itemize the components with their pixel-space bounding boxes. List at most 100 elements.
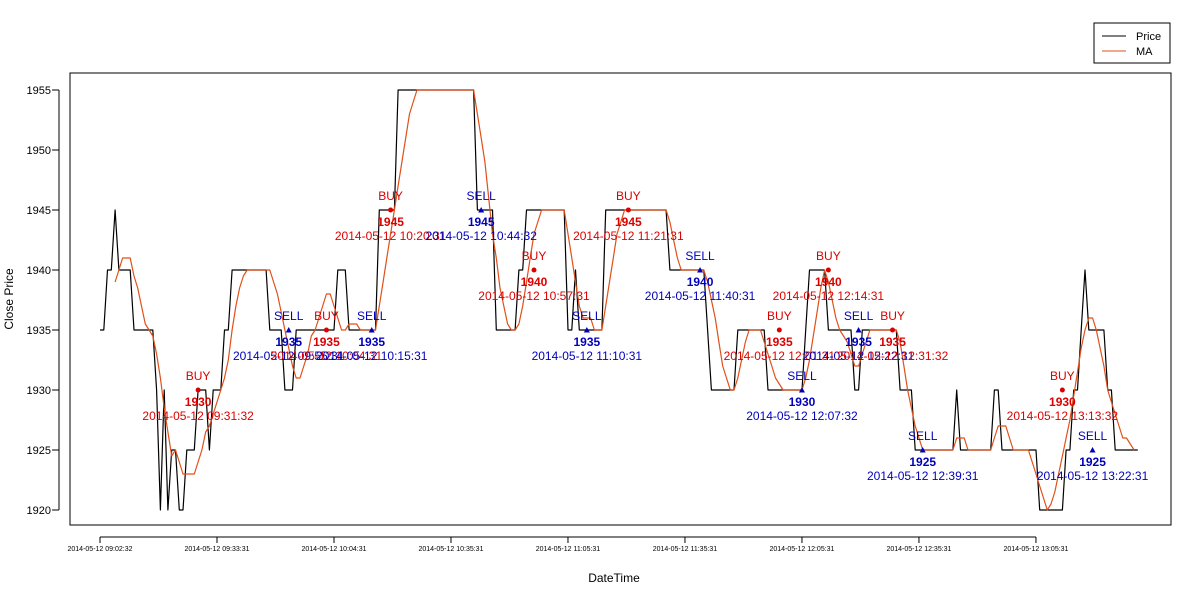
x-tick-label: 2014-05-12 13:05:31 (1003, 546, 1068, 553)
signal-time-label: 2014-05-12 12:01:31 (724, 349, 836, 363)
x-tick-label: 2014-05-12 10:35:31 (418, 546, 483, 553)
series-layer (100, 89, 1138, 511)
legend-box (1093, 22, 1171, 64)
y-tick-label: 1950 (27, 145, 51, 157)
signal-time-label: 2014-05-12 10:44:32 (425, 229, 537, 243)
signal-type-label: BUY (616, 189, 641, 203)
signal-time-label: 2014-05-12 13:13:32 (1007, 409, 1119, 423)
sell-signal-marker (919, 447, 926, 453)
signal-price-label: 1935 (845, 335, 872, 349)
y-axis-ticks: 1920 1925 1930 1935 1940 1945 1950 1955 (27, 85, 59, 517)
signal-time-label: 2014-05-12 12:22:31 (803, 349, 915, 363)
signal-type-label: BUY (522, 249, 547, 263)
buy-signal-marker (625, 207, 631, 213)
x-tick-label: 2014-05-12 12:05:31 (769, 546, 834, 553)
buy-signal-marker (890, 327, 896, 333)
signal-time-label: 2014-05-12 10:15:31 (316, 349, 428, 363)
signal-time-label: 2014-05-12 12:39:31 (867, 469, 979, 483)
sell-signal-marker (798, 387, 805, 393)
signal-type-label: BUY (378, 189, 403, 203)
signal-time-label: 2014-05-12 11:40:31 (645, 289, 756, 303)
sell-signal-marker (855, 327, 862, 333)
ma-series-line (114, 89, 1135, 511)
buy-signal-marker (1059, 387, 1065, 393)
plot-frame (69, 72, 1172, 526)
signal-price-label: 1940 (815, 275, 842, 289)
signal-type-label: SELL (572, 309, 602, 323)
x-tick-label: 2014-05-12 11:05:31 (536, 546, 601, 553)
buy-signal-marker (195, 387, 201, 393)
signal-time-label: 2014-05-12 10:04:31 (271, 349, 383, 363)
y-tick-label: 1920 (27, 505, 51, 517)
buy-signal-marker (388, 207, 394, 213)
x-tick-label: 2014-05-12 09:33:31 (184, 546, 249, 553)
signal-price-label: 1935 (275, 335, 302, 349)
signal-time-label: 2014-05-12 09:55:31 (233, 349, 345, 363)
signal-type-label: SELL (466, 189, 496, 203)
y-tick-label: 1925 (27, 445, 51, 457)
sell-signal-marker (285, 327, 292, 333)
signal-price-label: 1935 (879, 335, 906, 349)
signal-time-label: 2014-05-12 09:31:32 (142, 409, 254, 423)
signal-price-label: 1935 (573, 335, 600, 349)
signal-time-label: 2014-05-12 12:14:31 (773, 289, 885, 303)
y-tick-label: 1945 (27, 205, 51, 217)
y-tick-label: 1930 (27, 385, 51, 397)
signal-price-label: 1925 (1079, 455, 1106, 469)
x-axis-label: DateTime (588, 571, 640, 585)
signal-price-label: 1930 (185, 395, 212, 409)
signal-type-label: BUY (880, 309, 905, 323)
x-tick-label: 2014-05-12 09:02:32 (68, 546, 133, 553)
sell-signal-marker (697, 267, 704, 273)
signal-time-label: 2014-05-12 12:31:32 (837, 349, 949, 363)
y-tick-label: 1935 (27, 325, 51, 337)
signal-type-label: BUY (816, 249, 841, 263)
buy-signal-marker (531, 267, 537, 273)
signal-type-label: BUY (314, 309, 339, 323)
x-tick-label: 2014-05-12 10:04:31 (301, 546, 366, 553)
x-tick-label: 2014-05-12 12:35:31 (886, 546, 951, 553)
signal-price-label: 1945 (377, 215, 404, 229)
signal-price-label: 1925 (909, 455, 936, 469)
signal-type-label: SELL (787, 369, 817, 383)
y-axis-label: Close Price (2, 268, 16, 330)
signal-price-label: 1945 (468, 215, 495, 229)
legend-price-label: Price (1136, 31, 1161, 43)
buy-signal-marker (776, 327, 782, 333)
sell-signal-marker (1089, 447, 1096, 453)
signal-type-label: SELL (685, 249, 715, 263)
signal-price-label: 1940 (687, 275, 714, 289)
signal-price-label: 1940 (521, 275, 548, 289)
signal-type-label: SELL (844, 309, 874, 323)
sell-signal-marker (478, 207, 485, 213)
signal-type-label: SELL (274, 309, 304, 323)
signal-time-label: 2014-05-12 10:57:31 (478, 289, 590, 303)
signal-type-label: BUY (767, 309, 792, 323)
signal-time-label: 2014-05-12 12:07:32 (746, 409, 858, 423)
signal-type-label: SELL (908, 429, 938, 443)
legend: Price MA (1093, 22, 1171, 64)
signal-type-label: SELL (1078, 429, 1108, 443)
signal-price-label: 1930 (789, 395, 816, 409)
signal-price-label: 1930 (1049, 395, 1076, 409)
signal-price-label: 1935 (313, 335, 340, 349)
signal-time-label: 2014-05-12 11:21:31 (573, 229, 684, 243)
y-tick-label: 1940 (27, 265, 51, 277)
y-tick-label: 1955 (27, 85, 51, 97)
